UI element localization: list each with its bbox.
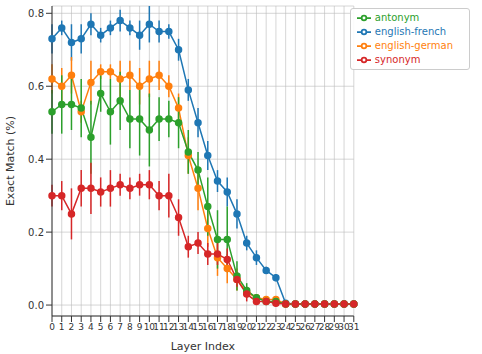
- svg-text:0.4: 0.4: [28, 154, 44, 165]
- html-text:11 12: 11 12: [153, 322, 175, 333]
- svg-text:17: 17: [211, 322, 224, 333]
- svg-text:3: 3: [78, 322, 84, 332]
- html-text:18 19 20: 18 19 20: [221, 322, 253, 333]
- svg-text:8: 8: [127, 322, 133, 332]
- svg-text:0: 0: [49, 322, 55, 332]
- svg-text:4: 4: [88, 322, 94, 332]
- html-text:english-french: english-french: [374, 26, 447, 37]
- svg-text:29: 29: [328, 322, 341, 333]
- svg-text:10: 10: [143, 322, 156, 333]
- svg-text:0.8: 0.8: [28, 8, 44, 19]
- svg-text:5: 5: [98, 322, 104, 332]
- html-text:antonym: antonym: [374, 12, 420, 23]
- svg-text:1: 1: [59, 322, 65, 332]
- svg-text:25: 25: [289, 322, 302, 333]
- svg-text:7: 7: [117, 322, 123, 332]
- html-text:14 15 16: 14 15 16: [182, 322, 214, 333]
- svg-text:Exact Match (%): Exact Match (%): [4, 116, 17, 206]
- html-text:english-german: english-german: [374, 40, 453, 51]
- svg-text:6: 6: [108, 322, 114, 332]
- svg-text:13: 13: [172, 322, 185, 333]
- svg-text:9: 9: [137, 322, 143, 332]
- svg-text:31: 31: [348, 322, 359, 332]
- html-text:26 27: 26 27: [299, 322, 321, 333]
- html-text:synonym: synonym: [374, 54, 421, 65]
- svg-text:0.6: 0.6: [28, 81, 44, 92]
- svg-text:24: 24: [279, 322, 292, 333]
- svg-text:0.0: 0.0: [28, 300, 44, 311]
- svg-text:0.2: 0.2: [28, 227, 44, 238]
- svg-text:Layer Index: Layer Index: [171, 340, 236, 353]
- html-text:22 23: 22 23: [260, 322, 282, 333]
- svg-text:30: 30: [338, 322, 350, 333]
- svg-text:28: 28: [318, 322, 331, 333]
- svg-text:2: 2: [69, 322, 75, 332]
- svg-text:21: 21: [250, 322, 263, 333]
